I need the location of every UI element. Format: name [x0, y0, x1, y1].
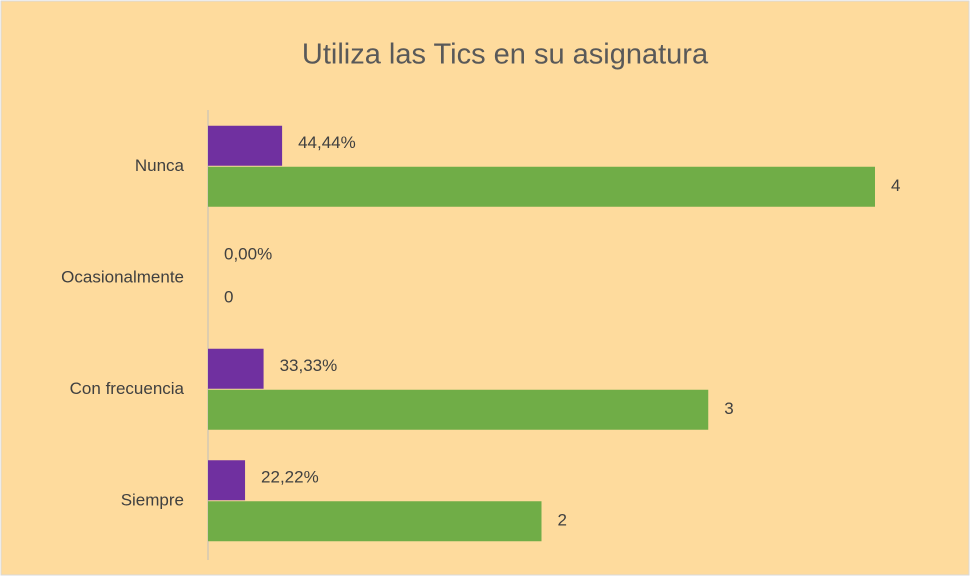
- bar: [208, 460, 246, 501]
- chart-title: Utiliza las Tics en su asignatura: [302, 39, 709, 71]
- data-label: 0,00%: [224, 245, 272, 264]
- y-tick-label: Con frecuencia: [70, 379, 185, 398]
- data-label: 22,22%: [261, 468, 319, 487]
- bar: [208, 125, 283, 166]
- data-label: 2: [558, 511, 567, 530]
- data-label: 33,33%: [280, 356, 338, 375]
- data-label: 4: [891, 176, 900, 195]
- y-tick-label: Siempre: [121, 491, 184, 510]
- bar: [208, 166, 875, 207]
- bar: [208, 348, 264, 389]
- y-tick-label: Nunca: [135, 156, 185, 175]
- bar: [208, 501, 542, 542]
- data-label: 44,44%: [298, 133, 356, 152]
- data-label: 0: [224, 288, 233, 307]
- bar: [208, 389, 709, 430]
- data-label: 3: [724, 399, 733, 418]
- y-tick-label: Ocasionalmente: [61, 268, 184, 287]
